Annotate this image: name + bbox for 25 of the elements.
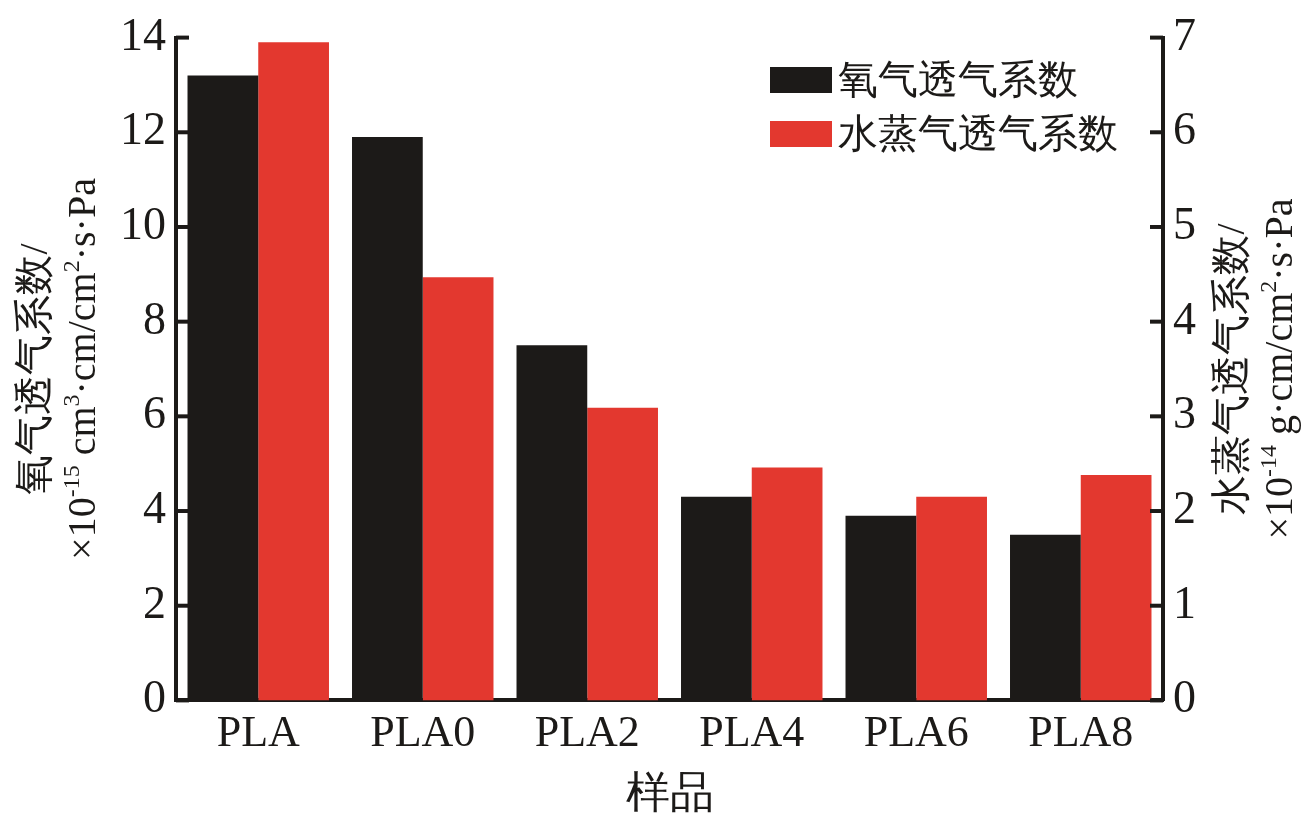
x-axis-title: 样品 xyxy=(625,768,714,818)
y2-tick-label: 6 xyxy=(1173,103,1196,155)
x-tick-label: PLA0 xyxy=(370,707,476,757)
y-tick-label: 8 xyxy=(143,292,166,344)
y2-tick-label: 5 xyxy=(1173,198,1196,250)
y-tick-label: 14 xyxy=(120,8,166,60)
y-tick-label: 0 xyxy=(143,671,166,723)
y2-tick-label: 2 xyxy=(1173,482,1196,534)
legend-label: 氧气透气系数 xyxy=(838,56,1078,105)
y-tick-label: 6 xyxy=(143,387,166,439)
x-tick-label: PLA2 xyxy=(534,707,640,757)
x-tick-label: PLA4 xyxy=(699,707,805,757)
y2-tick-label: 3 xyxy=(1173,387,1196,439)
x-tick-label: PLA8 xyxy=(1028,707,1134,757)
y2-tick-label: 1 xyxy=(1173,576,1196,628)
y2-tick-label: 0 xyxy=(1173,671,1196,723)
x-tick-label: PLA xyxy=(216,707,301,757)
legend-label: 水蒸气透气系数 xyxy=(838,110,1118,159)
y-tick-label: 4 xyxy=(143,482,166,534)
y2-tick-label: 4 xyxy=(1173,292,1196,344)
y2-tick-label: 7 xyxy=(1173,8,1196,60)
y-tick-label: 12 xyxy=(120,103,166,155)
y-tick-label: 2 xyxy=(143,576,166,628)
x-tick-label: PLA6 xyxy=(863,707,969,757)
y-tick-label: 10 xyxy=(120,198,166,250)
